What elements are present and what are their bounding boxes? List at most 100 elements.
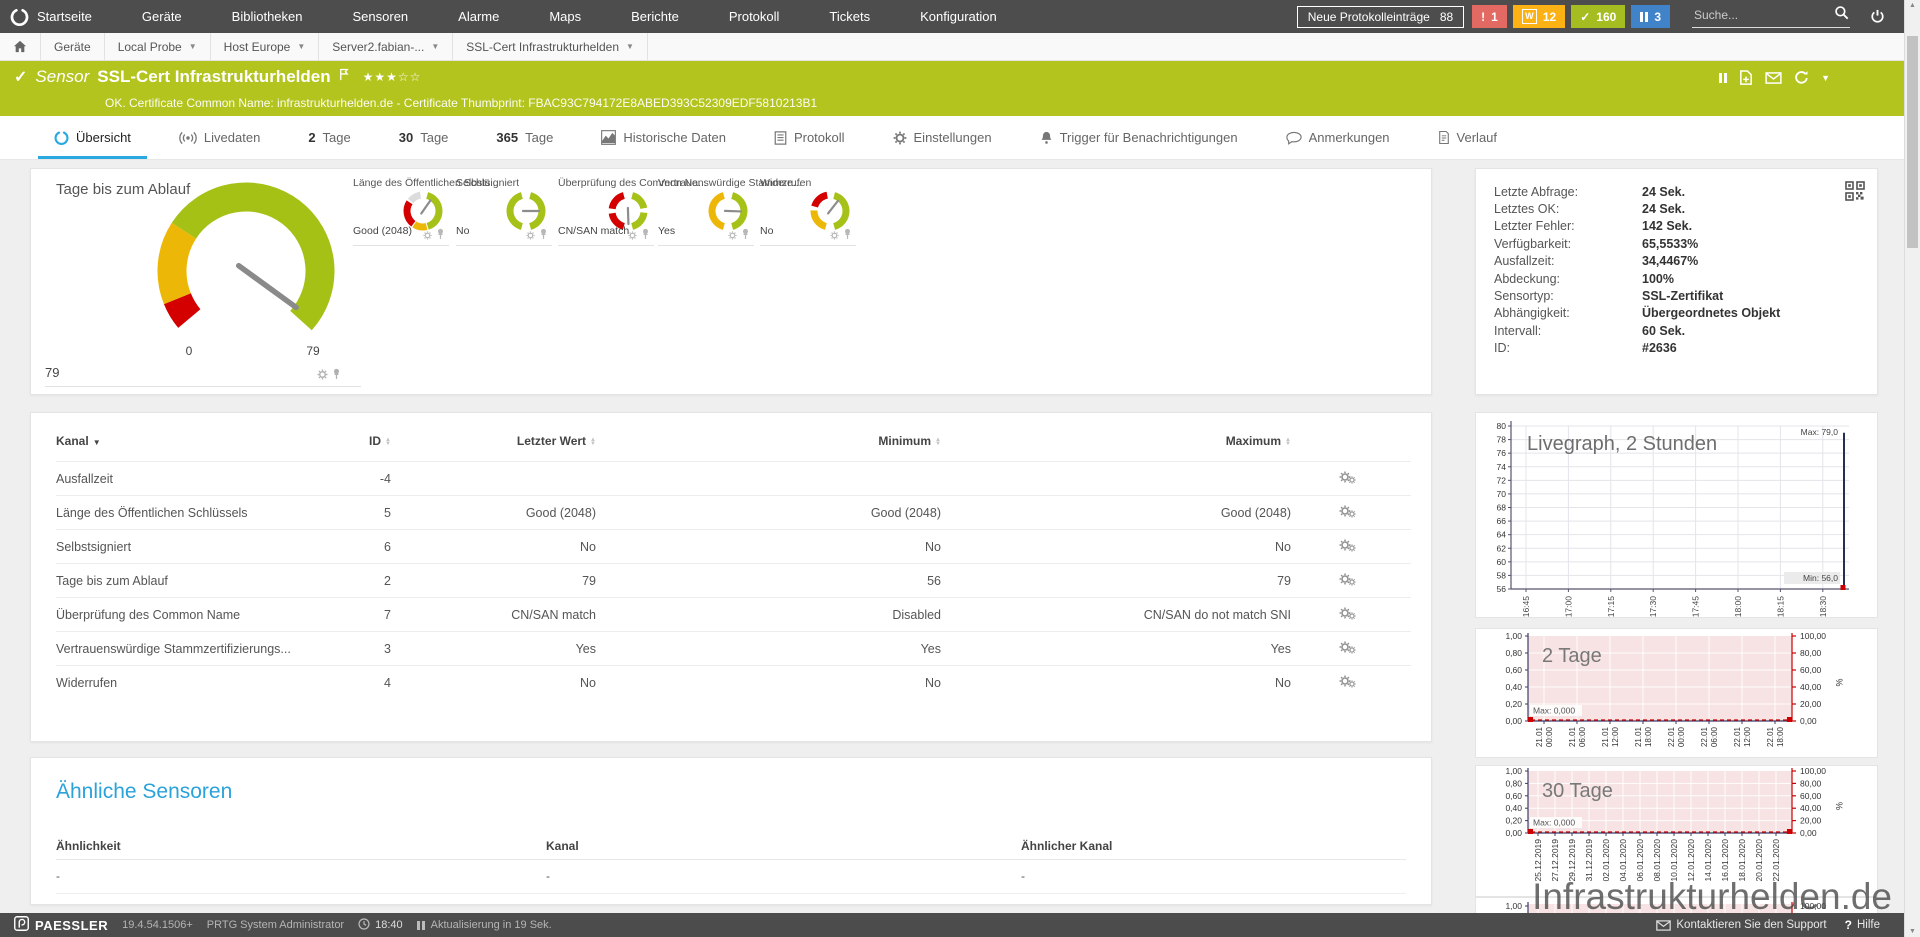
prtg-logo-icon[interactable] (10, 7, 29, 26)
help-link[interactable]: ? Hilfe (1845, 918, 1880, 932)
graph-2-days-panel[interactable]: 1,00 0,80 0,60 0,40 0,20 0,00 100,00 80,00 60,00… (1475, 628, 1878, 758)
column-header-minimum[interactable]: Minimum ▲ ▼ (878, 434, 941, 448)
nav-item-tickets[interactable]: Tickets (829, 9, 871, 24)
nav-item-startseite[interactable]: Startseite (37, 9, 92, 24)
similar-header-kanal[interactable]: Kanal (546, 839, 579, 853)
cell-kanal[interactable]: Überprüfung des Common Name (56, 607, 241, 622)
badge-paused[interactable]: 3 (1631, 5, 1670, 28)
add-report-icon[interactable] (1739, 70, 1753, 85)
pin-icon[interactable] (843, 227, 852, 245)
paessler-brand[interactable]: PAESSLER (14, 916, 108, 934)
breadcrumb-item-server2-fabian[interactable]: Server2.fabian-... ▼ (319, 33, 454, 60)
tab-365-tage[interactable]: 365 Tage (472, 116, 577, 159)
channel-settings-gears-icon[interactable] (1339, 539, 1356, 552)
tab-verlauf[interactable]: Verlauf (1414, 116, 1521, 159)
livegraph-panel[interactable]: 80 78 76 74 72 70 68 66 64 62 60 58 56 16:45 17:00 17:1… (1475, 412, 1878, 618)
tab-2-tage[interactable]: 2 Tage (284, 116, 374, 159)
column-header-id[interactable]: ID ▲ ▼ (369, 434, 391, 448)
chevron-down-icon[interactable]: ▼ (1821, 72, 1830, 83)
cell-kanal[interactable]: Ausfallzeit (56, 471, 113, 486)
column-header-letzter-wert[interactable]: Letzter Wert ▲ ▼ (516, 434, 596, 448)
gear-icon[interactable] (526, 227, 535, 245)
channel-settings-gears-icon[interactable] (1339, 471, 1356, 484)
notification-mail-icon[interactable] (1765, 71, 1782, 84)
badge-error[interactable]: ! 1 (1472, 5, 1507, 28)
nav-item-berichte[interactable]: Berichte (631, 9, 679, 24)
channel-settings-gears-icon[interactable] (1339, 675, 1356, 688)
tab-trigger-fur-benachrichtigungen[interactable]: Trigger für Benachrichtigungen (1016, 116, 1262, 159)
search-input[interactable] (1692, 7, 1834, 23)
tab-historische-daten[interactable]: Historische Daten (577, 116, 750, 159)
contact-support-link[interactable]: Kontaktieren Sie den Support (1656, 919, 1827, 931)
pin-icon[interactable] (641, 227, 650, 245)
channel-settings-gears-icon[interactable] (1339, 573, 1356, 586)
refresh-status[interactable]: Aktualisierung in 19 Sek. (416, 919, 552, 931)
pin-icon[interactable] (539, 227, 548, 245)
tab-protokoll[interactable]: Protokoll (750, 116, 869, 159)
svg-text:100,00: 100,00 (1800, 901, 1826, 911)
cell-kanal[interactable]: Tage bis zum Ablauf (56, 573, 168, 588)
channel-settings-gears-icon[interactable] (1339, 607, 1356, 620)
nav-item-alarme[interactable]: Alarme (458, 9, 500, 24)
time-label: 18:40 (375, 919, 403, 931)
nav-item-sensoren[interactable]: Sensoren (352, 9, 409, 24)
channel-gauge-widerrufen[interactable]: Widerrufen No (760, 169, 856, 396)
breadcrumb-item-host-europe[interactable]: Host Europe ▼ (211, 33, 320, 60)
gear-icon[interactable] (423, 227, 432, 245)
column-header-maximum[interactable]: Maximum ▲ ▼ (1225, 434, 1291, 448)
svg-text:18.01.2020: 18.01.2020 (1737, 839, 1747, 882)
badge-ok[interactable]: ✓ 160 (1571, 5, 1626, 28)
logout-power-icon[interactable] (1870, 9, 1885, 24)
cell-kanal[interactable]: Vertrauenswürdige Stammzertifizierungs..… (56, 641, 291, 656)
pin-icon[interactable] (332, 367, 341, 385)
channel-gauge-selbstsigniert[interactable]: Selbstsigniert No (456, 169, 552, 396)
nav-item-maps[interactable]: Maps (549, 9, 582, 24)
gear-icon[interactable] (317, 367, 328, 385)
svg-text:68: 68 (1497, 503, 1507, 513)
nav-item-bibliotheken[interactable]: Bibliotheken (231, 9, 303, 24)
channel-gauge-lange-des-offentlichen-schlu[interactable]: Länge des Öffentlichen Schlü... Good (204… (353, 169, 499, 396)
gear-icon[interactable] (628, 227, 637, 245)
breadcrumb-item-gerate[interactable]: Geräte (41, 33, 105, 60)
nav-item-gerate[interactable]: Geräte (141, 9, 182, 24)
scroll-down-icon[interactable]: ▼ (1909, 928, 1916, 935)
column-header-kanal[interactable]: Kanal ▼ (56, 434, 101, 448)
nav-item-protokoll[interactable]: Protokoll (728, 9, 780, 24)
tab-ubersicht[interactable]: Übersicht (30, 116, 155, 159)
nav-item-konfiguration[interactable]: Konfiguration (920, 9, 997, 24)
home-icon[interactable] (0, 33, 41, 60)
flag-icon[interactable] (339, 68, 349, 86)
similar-header-ahnlichkeit[interactable]: Ähnlichkeit (56, 839, 121, 853)
search-icon[interactable] (1834, 5, 1849, 25)
qr-code-icon[interactable] (1845, 181, 1865, 206)
cell-kanal[interactable]: Länge des Öffentlichen Schlüssels (56, 505, 248, 520)
new-log-entries-button[interactable]: Neue Protokolleinträge 88 (1296, 5, 1465, 28)
channel-table-header: Kanal ▼ ID ▲ ▼ Letzter Wert ▲ ▼ Minimum ▲ ▼ Maximum… (56, 421, 1411, 461)
breadcrumb-item-ssl-cert-infrastrukturhelden[interactable]: SSL-Cert Infrastrukturhelden ▼ (453, 33, 648, 60)
cell-kanal[interactable]: Selbstsigniert (56, 539, 132, 554)
scrollbar-thumb[interactable] (1907, 36, 1918, 248)
gear-icon[interactable] (830, 227, 839, 245)
scroll-up-icon[interactable]: ▲ (1909, 2, 1916, 9)
priority-stars[interactable]: ★★★☆☆ (362, 70, 422, 84)
refresh-icon[interactable] (1794, 70, 1809, 85)
tab-livedaten[interactable]: Livedaten (155, 116, 284, 159)
tab-30-tage[interactable]: 30 Tage (375, 116, 473, 159)
gear-icon[interactable] (728, 227, 737, 245)
main-gauge[interactable]: 0 79 (131, 179, 361, 364)
cell-kanal[interactable]: Widerrufen (56, 675, 118, 690)
badge-warning[interactable]: W 12 (1512, 5, 1566, 28)
graph-30-days-panel[interactable]: 1,00 0,80 0,60 0,40 0,20 0,00 100,00 80,00 60,00… (1475, 765, 1878, 897)
channel-gauge-vertrauenswurdige-stammze[interactable]: Vertrauenswürdige Stammze... Yes (658, 169, 802, 396)
pause-icon[interactable] (1719, 72, 1728, 83)
pin-icon[interactable] (741, 227, 750, 245)
tab-einstellungen[interactable]: Einstellungen (869, 116, 1016, 159)
similar-header-ahnlicher-kanal[interactable]: Ähnlicher Kanal (1021, 839, 1113, 853)
channel-settings-gears-icon[interactable] (1339, 641, 1356, 654)
pin-icon[interactable] (436, 227, 445, 245)
channel-gauge-uberprufung-des-common-na[interactable]: Überprüfung des Common Na... CN/SAN match (558, 169, 707, 396)
channel-settings-gears-icon[interactable] (1339, 505, 1356, 518)
scrollbar[interactable]: ▲ ▼ (1904, 0, 1920, 937)
breadcrumb-item-local-probe[interactable]: Local Probe ▼ (105, 33, 211, 60)
tab-anmerkungen[interactable]: Anmerkungen (1262, 116, 1414, 159)
